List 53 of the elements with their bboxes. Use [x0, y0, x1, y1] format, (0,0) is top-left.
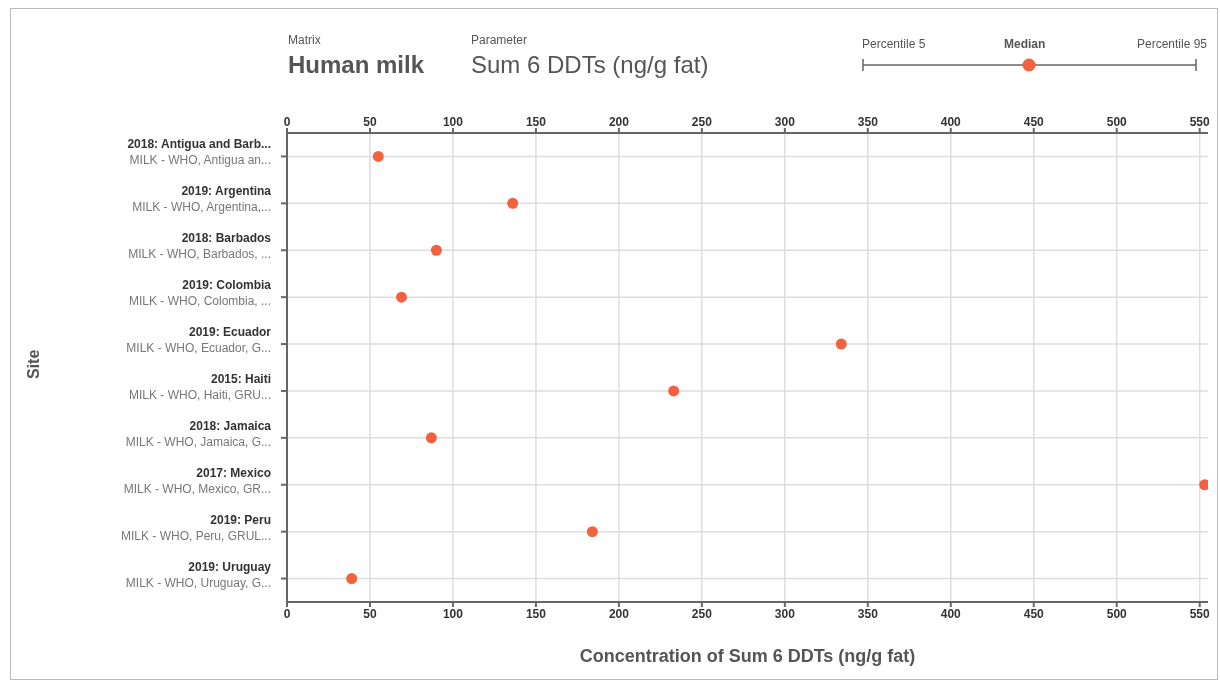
- x2-tick-label: 200: [608, 606, 630, 621]
- y-tick-label: 2018: Barbados MILK - WHO, Barbados, ...: [128, 231, 272, 262]
- y-tick-label: 2019: Argentina MILK - WHO, Argentina,...: [132, 184, 272, 215]
- x-tick-label: 0: [283, 115, 291, 129]
- x2-tick-label: 550: [1189, 606, 1211, 621]
- x-tick-label: 50: [363, 115, 377, 129]
- y-tick-label: 2018: Jamaica MILK - WHO, Jamaica, G...: [125, 418, 272, 449]
- text: Median: [1004, 37, 1046, 51]
- x-axis-title: Concentration of Sum 6 DDTs (ng/g fat): [579, 646, 916, 666]
- x2-tick-label: 400: [940, 606, 962, 621]
- x-tick-label: 200: [608, 115, 630, 129]
- y-tick-label: 2015: Haiti MILK - WHO, Haiti, GRU...: [128, 371, 271, 402]
- y-tick-label: 2019: Ecuador MILK - WHO, Ecuador, G...: [126, 325, 272, 356]
- point: [507, 197, 519, 209]
- y-axis-title: Site: [25, 349, 43, 379]
- x-tick-label: 550: [1189, 115, 1211, 129]
- x2-tick-label: 0: [283, 606, 291, 621]
- point: [425, 432, 437, 444]
- x2-tick-label: 250: [691, 606, 713, 621]
- text: Matrix: [288, 33, 321, 47]
- y-tick-label: 2017: Mexico MILK - WHO, Mexico, GR...: [123, 465, 271, 496]
- y-tick-label: 2019: Peru MILK - WHO, Peru, GRUL...: [120, 512, 271, 543]
- point: [668, 385, 680, 397]
- text: Parameter: [471, 33, 528, 47]
- chart-title: Human milk: [288, 51, 425, 79]
- x-tick-label: 500: [1106, 115, 1128, 129]
- text: Percentile 95: [1136, 37, 1207, 51]
- text: Percentile 5: [862, 37, 926, 51]
- point: [372, 150, 384, 162]
- y-tick-label: 2019: Uruguay MILK - WHO, Uruguay, G...: [125, 559, 272, 590]
- point: [396, 291, 407, 303]
- x-tick-label: 450: [1023, 115, 1045, 129]
- x-tick-label: 300: [774, 115, 796, 129]
- point: [430, 244, 442, 256]
- x2-tick-label: 450: [1023, 606, 1045, 621]
- y-tick-label: 2019: Colombia MILK - WHO, Colombia, ...: [128, 278, 272, 309]
- x2-tick-label: 150: [525, 606, 547, 621]
- x-tick-label: 250: [691, 115, 713, 129]
- point: [835, 338, 847, 350]
- chart-subtitle: Sum 6 DDTs (ng/g fat): [471, 51, 709, 79]
- x-tick-label: 400: [940, 115, 962, 129]
- y-tick-label: 2018: Antigua and Barb... MILK - WHO, Antigua an...: [127, 137, 271, 168]
- x2-tick-label: 300: [774, 606, 796, 621]
- x-tick-label: 150: [525, 115, 547, 129]
- point: [346, 573, 358, 585]
- x2-tick-label: 50: [363, 606, 377, 621]
- x-tick-label: 350: [857, 115, 879, 129]
- point: [1199, 479, 1208, 491]
- x2-tick-label: 350: [857, 606, 879, 621]
- x2-tick-label: 500: [1106, 606, 1128, 621]
- x2-tick-label: 100: [442, 606, 464, 621]
- point: [586, 526, 598, 538]
- x-tick-label: 100: [442, 115, 464, 129]
